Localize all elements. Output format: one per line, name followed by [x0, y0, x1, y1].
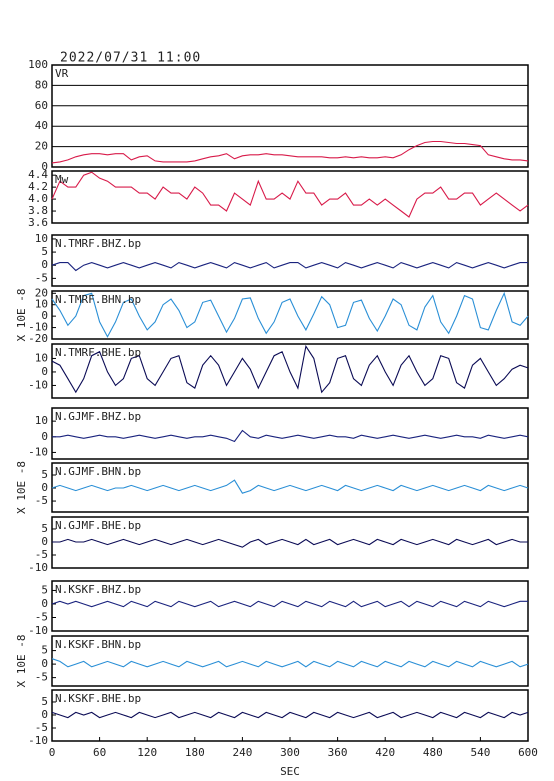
- trace-line: [51, 261, 528, 272]
- trace-line: [52, 538, 528, 548]
- y-tick-label: 0: [41, 535, 48, 548]
- y-axis-label: X 10E -8: [15, 289, 28, 342]
- y-tick-label: 4.2: [28, 180, 48, 193]
- y-tick-label: 5: [41, 522, 48, 535]
- trace-name: Mw: [55, 173, 69, 186]
- trace-line: [51, 171, 529, 218]
- y-tick-label: 3.6: [28, 216, 48, 229]
- trace-line: [51, 711, 529, 719]
- trace-name: N.TMRF.BHN.bp: [55, 293, 141, 306]
- x-tick-label: 300: [280, 746, 300, 759]
- trace-line: [52, 429, 529, 443]
- y-tick-label: 0: [41, 708, 48, 721]
- trace-name: N.GJMF.BHN.bp: [55, 465, 141, 478]
- y-axis-label: X 10E -8: [15, 635, 28, 688]
- y-tick-label: 0: [41, 597, 48, 610]
- y-tick-label: 100: [28, 58, 48, 71]
- y-tick-label: -5: [35, 494, 48, 507]
- panel-frame: [51, 343, 529, 399]
- panel-frame: [51, 290, 529, 340]
- y-tick-label: 10: [35, 351, 48, 364]
- y-tick-label: -20: [28, 332, 48, 345]
- y-tick-label: 3.8: [28, 204, 48, 217]
- y-tick-label: 4.4: [28, 168, 48, 181]
- trace-name: N.GJMF.BHZ.bp: [55, 410, 141, 423]
- panel-frame: [51, 64, 529, 168]
- x-tick-label: 240: [232, 746, 252, 759]
- y-tick-label: 5: [41, 583, 48, 596]
- y-tick-label: -5: [35, 548, 48, 561]
- y-tick-label: 0: [41, 365, 48, 378]
- x-tick-label: 600: [518, 746, 538, 759]
- x-tick-label: 420: [375, 746, 395, 759]
- panel-frame: [51, 170, 529, 224]
- trace-line: [51, 600, 528, 608]
- panel-frame: [51, 635, 529, 687]
- trace-name: N.GJMF.BHE.bp: [55, 519, 141, 532]
- y-tick-label: 4.0: [28, 192, 48, 205]
- y-tick-label: -5: [35, 671, 48, 684]
- trace-name: N.TMRF.BHZ.bp: [55, 237, 141, 250]
- chart-title: 2022/07/31 11:00: [60, 51, 201, 66]
- x-tick-label: 120: [137, 746, 157, 759]
- y-tick-label: 10: [35, 298, 48, 311]
- panel-frame: [51, 234, 529, 287]
- y-tick-label: -10: [28, 321, 48, 334]
- y-tick-label: -10: [28, 624, 48, 637]
- y-tick-label: -10: [28, 734, 48, 747]
- trace-name: N.KSKF.BHE.bp: [55, 692, 141, 705]
- y-tick-label: -10: [28, 561, 48, 574]
- trace-name: N.KSKF.BHN.bp: [55, 638, 141, 651]
- y-tick-label: 0: [41, 258, 48, 271]
- x-tick-label: 180: [185, 746, 205, 759]
- trace-line: [51, 140, 529, 164]
- y-tick-label: 5: [41, 695, 48, 708]
- y-tick-label: 0: [41, 657, 48, 670]
- y-tick-label: -5: [35, 271, 48, 284]
- x-tick-label: 360: [328, 746, 348, 759]
- y-tick-label: 5: [41, 644, 48, 657]
- trace-line: [51, 479, 529, 494]
- y-tick-label: 0: [41, 481, 48, 494]
- x-tick-label: 480: [423, 746, 443, 759]
- x-tick-label: 540: [470, 746, 490, 759]
- trace-name: VR: [55, 67, 69, 80]
- y-tick-label: -10: [28, 378, 48, 391]
- y-tick-label: 20: [35, 140, 48, 153]
- y-tick-label: 5: [41, 245, 48, 258]
- y-tick-label: 5: [41, 468, 48, 481]
- x-axis-label: SEC: [280, 765, 300, 778]
- y-axis-label: X 10E -8: [15, 461, 28, 514]
- trace-name: N.KSKF.BHZ.bp: [55, 583, 141, 596]
- y-tick-label: 0: [41, 430, 48, 443]
- x-tick-label: 0: [49, 746, 56, 759]
- y-tick-label: -10: [28, 445, 48, 458]
- y-tick-label: 10: [35, 414, 48, 427]
- y-tick-label: -5: [35, 721, 48, 734]
- panel-frame: [51, 407, 529, 460]
- trace-name: N.TMRF.BHE.bp: [55, 346, 141, 359]
- y-tick-label: -5: [35, 610, 48, 623]
- y-tick-label: 80: [35, 78, 48, 91]
- trace-line: [51, 344, 529, 394]
- trace-line: [51, 291, 529, 338]
- x-tick-label: 60: [93, 746, 106, 759]
- y-tick-label: 0: [41, 160, 48, 173]
- y-tick-label: 0: [41, 309, 48, 322]
- panel-frame: [51, 580, 529, 632]
- y-tick-label: 20: [35, 286, 48, 299]
- y-tick-label: 60: [35, 99, 48, 112]
- y-tick-label: 10: [35, 232, 48, 245]
- y-tick-label: 40: [35, 119, 48, 132]
- trace-line: [51, 658, 529, 668]
